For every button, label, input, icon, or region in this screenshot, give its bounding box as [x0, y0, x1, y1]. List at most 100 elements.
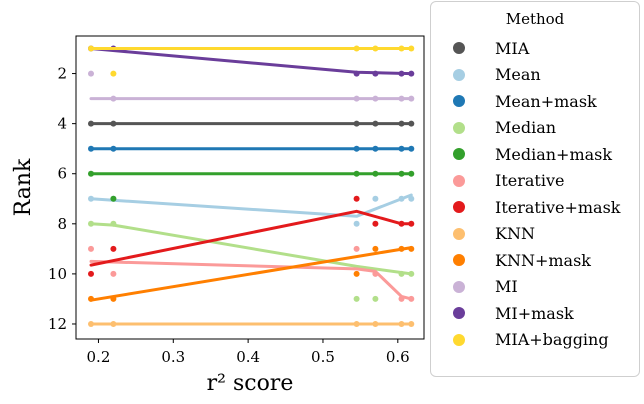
point-mi-plus-mask	[353, 70, 360, 77]
point-knn	[372, 321, 379, 327]
point-mean	[353, 220, 360, 227]
legend-label-iterative: Iterative	[495, 171, 565, 190]
point-iterative-plus-mask	[372, 220, 379, 227]
point-knn	[408, 321, 415, 327]
legend-marker-mean	[453, 68, 465, 81]
legend-marker-mia	[453, 42, 465, 54]
point-mia	[408, 120, 415, 127]
point-mi-plus-mask	[408, 70, 415, 77]
legend-marker-median-plus-mask	[453, 148, 465, 160]
point-mia-plus-bagging	[408, 45, 415, 52]
series-iterative-plus-mask	[88, 195, 415, 277]
x-tick-label: 0.2	[87, 348, 111, 366]
point-mean-plus-mask	[110, 145, 117, 152]
legend-item-mia: MIA	[453, 35, 529, 61]
point-median-plus-mask	[88, 170, 94, 177]
legend-item-mia-plus-bagging: MIA+bagging	[453, 327, 609, 353]
point-mean	[88, 195, 94, 202]
series-knn-plus-mask	[88, 245, 415, 302]
point-median	[88, 220, 94, 227]
x-tick-label: 0.5	[311, 348, 335, 366]
series-mi-plus-mask	[88, 45, 415, 77]
y-axis-label: Rank	[11, 158, 36, 216]
x-tick-label: 0.6	[386, 348, 410, 366]
point-iterative	[408, 295, 415, 302]
point-median	[372, 295, 379, 302]
x-tick-label: 0.4	[236, 348, 260, 366]
legend-marker-median	[453, 121, 465, 134]
point-knn-plus-mask	[408, 245, 415, 252]
y-tick-label: 12	[48, 315, 67, 333]
point-mi	[88, 70, 94, 77]
y-tick-label: 8	[57, 215, 67, 233]
y-tick-label: 2	[57, 65, 67, 83]
legend-label-mia: MIA	[495, 38, 530, 58]
legend-marker-knn	[453, 227, 465, 240]
point-mia-plus-bagging	[398, 45, 405, 52]
point-iterative	[110, 270, 117, 277]
series-mi	[88, 70, 415, 102]
legend-title: Method	[505, 10, 565, 28]
legend-item-iterative: Iterative	[453, 168, 564, 194]
legend-label-mean-plus-mask: Mean+mask	[495, 91, 597, 111]
point-median-plus-mask	[398, 170, 405, 177]
legend-item-knn: KNN	[453, 221, 535, 247]
point-knn-plus-mask	[398, 245, 405, 252]
legend-label-median-plus-mask: Median+mask	[495, 144, 613, 164]
point-mia-plus-bagging	[88, 45, 94, 52]
point-mia-plus-bagging	[110, 70, 117, 77]
legend-item-median: Median	[453, 115, 556, 141]
point-mia	[353, 120, 360, 127]
plot-frame	[75, 35, 425, 340]
series-knn	[88, 321, 415, 327]
y-tick-label: 4	[57, 115, 67, 133]
legend-item-iterative-plus-mask: Iterative+mask	[453, 194, 620, 220]
legend-label-mi: MI	[495, 277, 518, 296]
point-iterative-plus-mask	[408, 220, 415, 227]
legend-item-median-plus-mask: Median+mask	[453, 141, 612, 167]
point-iterative	[353, 245, 360, 252]
legend-item-mean-plus-mask: Mean+mask	[453, 88, 597, 114]
x-axis-label: r² score	[207, 371, 294, 396]
trend-line-knn-plus-mask	[89, 246, 413, 302]
series-mia-plus-bagging	[88, 45, 415, 77]
point-mean	[408, 195, 415, 202]
legend-item-mi: MI	[453, 274, 518, 300]
point-mi	[408, 95, 415, 102]
trend-line-median	[89, 222, 413, 276]
point-median-plus-mask	[408, 170, 415, 177]
point-mi-plus-mask	[398, 70, 405, 77]
trend-line-mi-plus-mask	[89, 47, 413, 76]
point-knn-plus-mask	[372, 245, 379, 252]
legend-label-mi-plus-mask: MI+mask	[495, 303, 574, 323]
legend-label-knn: KNN	[495, 224, 535, 243]
legend-item-mean: Mean	[453, 62, 541, 88]
series-mean	[88, 193, 415, 227]
series-iterative	[88, 245, 415, 302]
point-mean-plus-mask	[408, 145, 415, 152]
point-median-plus-mask	[372, 170, 379, 177]
point-median-plus-mask	[110, 195, 117, 202]
point-knn	[88, 321, 94, 327]
legend-marker-mi	[453, 280, 465, 293]
point-mia	[110, 120, 117, 127]
series-median-plus-mask	[88, 170, 415, 202]
point-median	[408, 270, 415, 277]
point-mia-plus-bagging	[353, 45, 360, 52]
point-mean	[372, 195, 379, 202]
point-mean-plus-mask	[398, 145, 405, 152]
legend-label-median: Median	[495, 118, 557, 137]
series-mia	[88, 120, 415, 127]
legend-label-mia-plus-bagging: MIA+bagging	[495, 330, 609, 349]
point-mia	[88, 120, 94, 127]
point-median	[398, 270, 405, 277]
legend-item-knn-plus-mask: KNN+mask	[453, 247, 591, 273]
y-tick-label: 10	[48, 265, 67, 283]
point-iterative-plus-mask	[353, 195, 360, 202]
point-mi	[353, 95, 360, 102]
point-mi	[398, 95, 405, 102]
point-mi-plus-mask	[372, 70, 379, 77]
point-iterative	[88, 245, 94, 252]
series-layer	[88, 45, 415, 327]
